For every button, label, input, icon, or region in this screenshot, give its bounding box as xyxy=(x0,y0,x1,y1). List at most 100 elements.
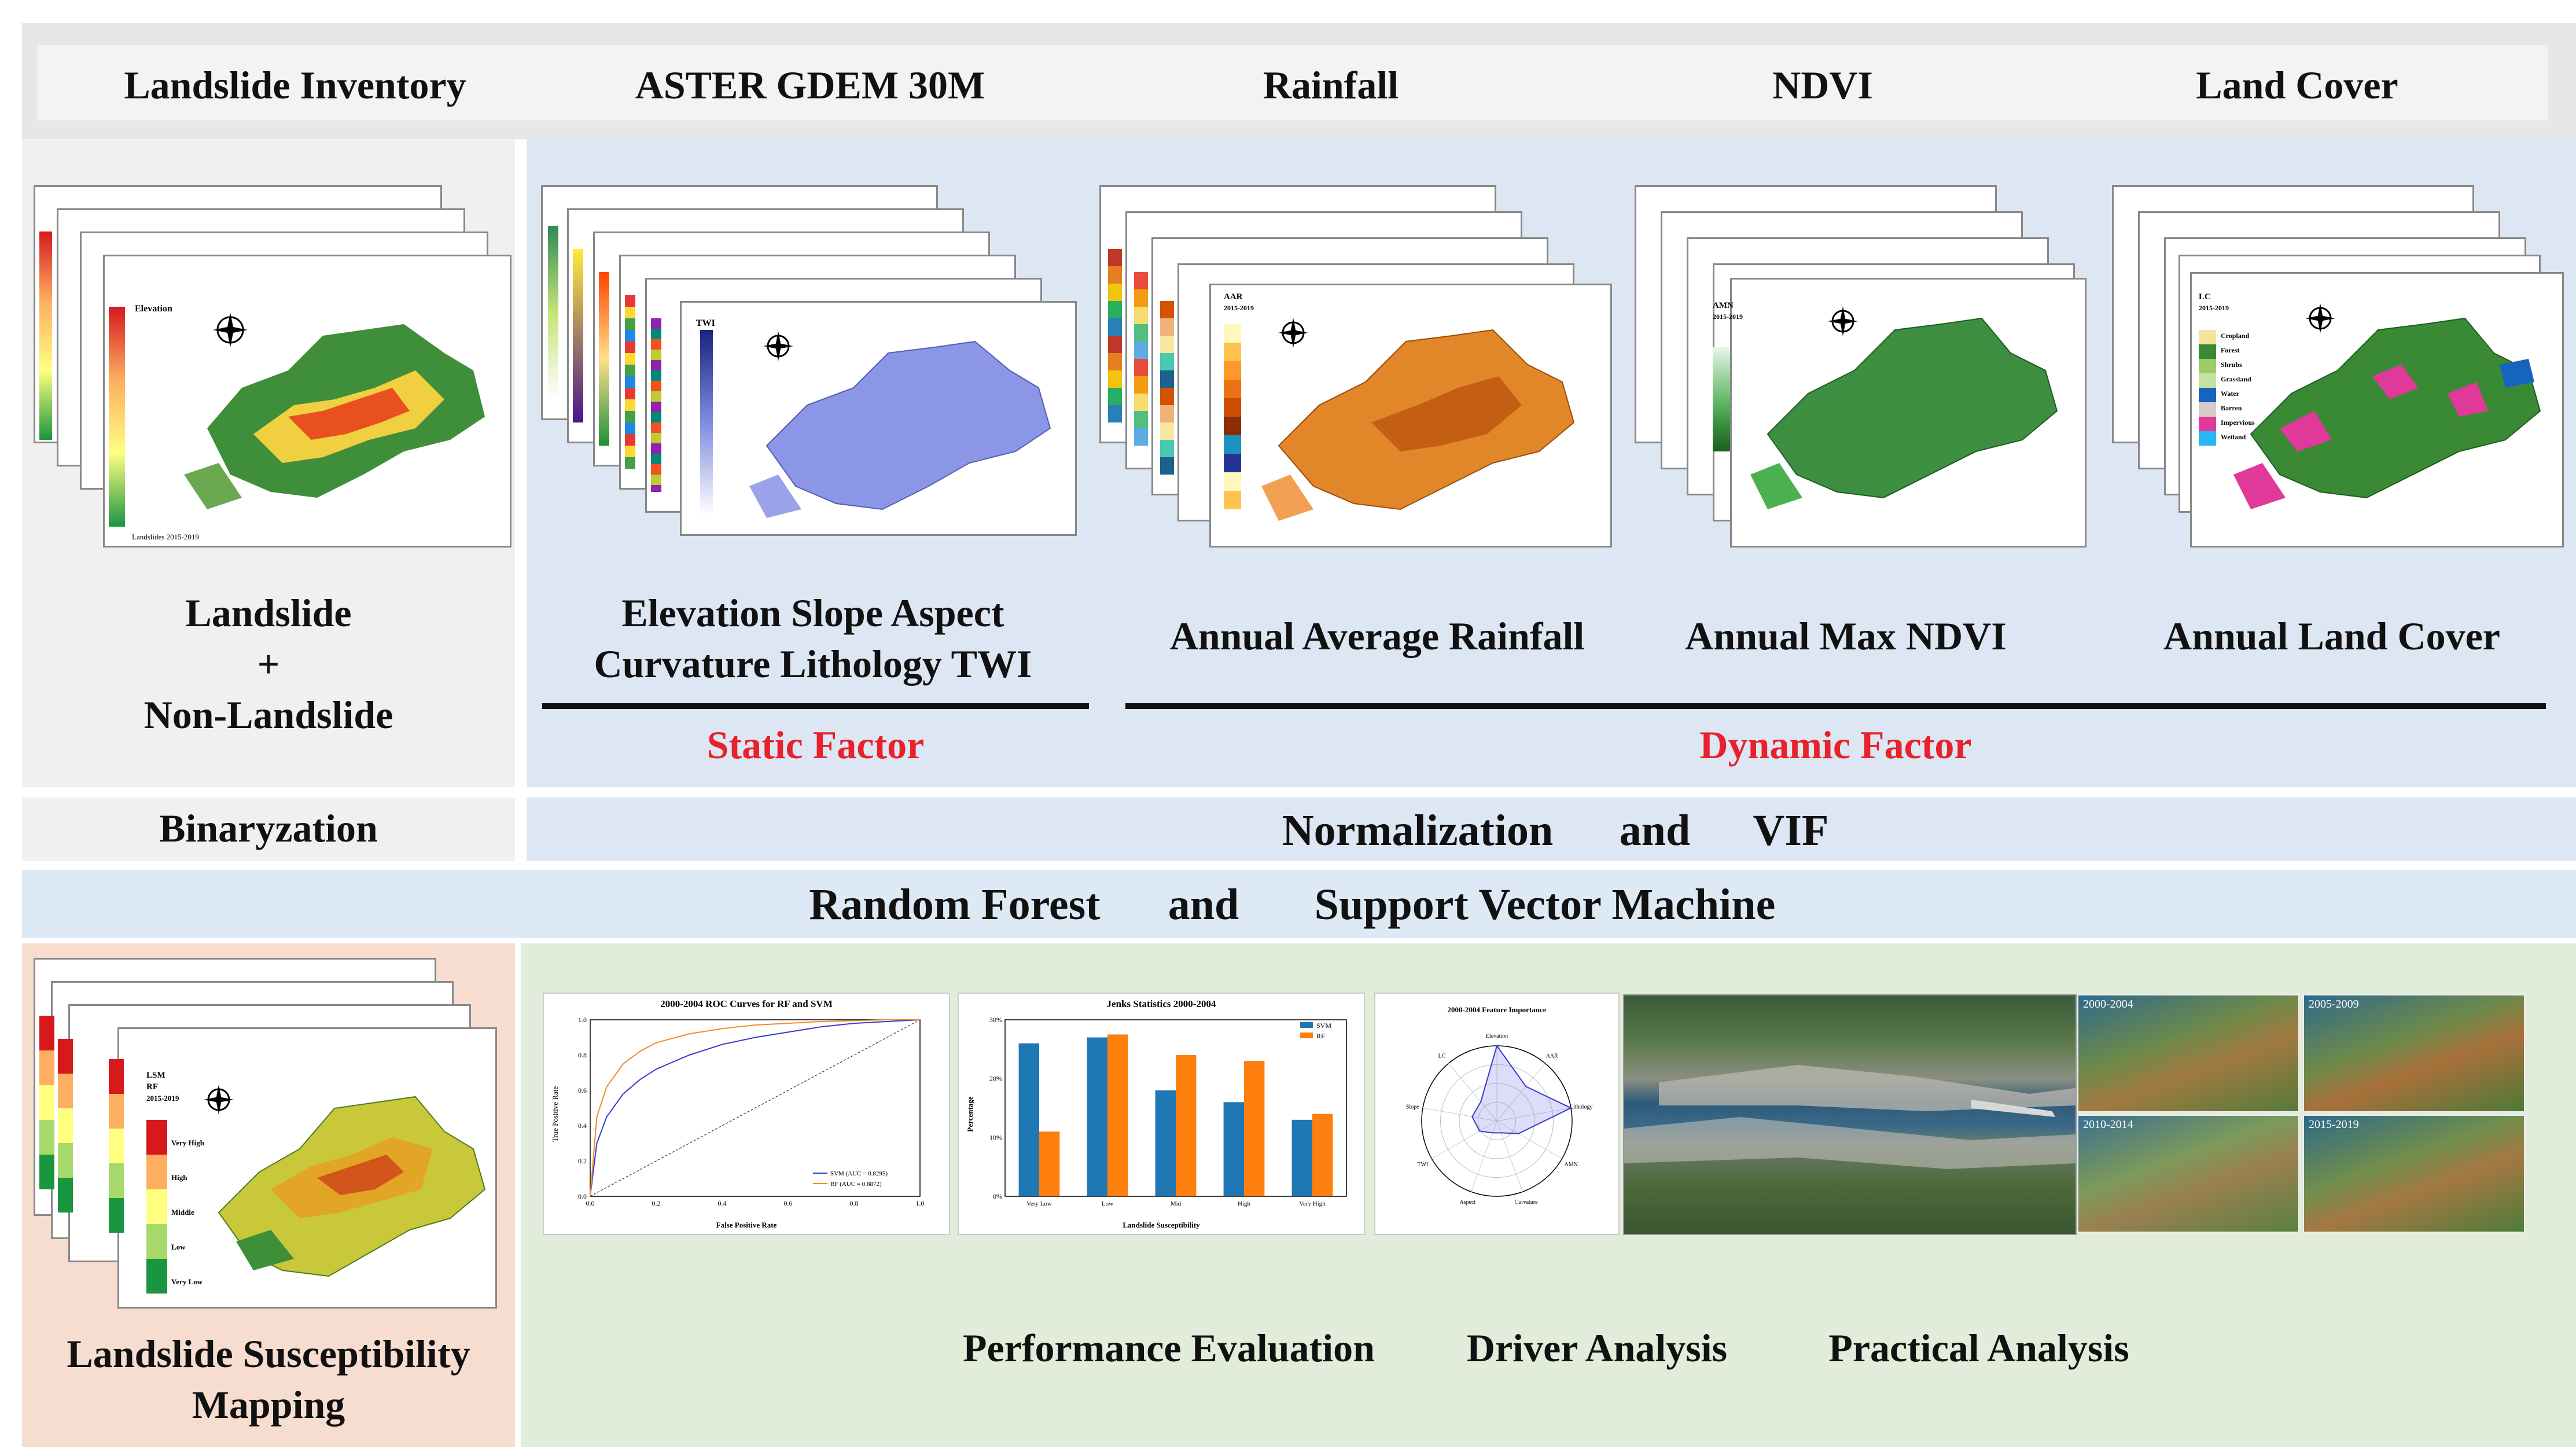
twi-legend-bar xyxy=(700,330,713,515)
roc-xtick-label: 0.0 xyxy=(586,1199,595,1207)
radar-spoke xyxy=(1431,1120,1497,1159)
lc-legend-title: LC xyxy=(2199,292,2211,302)
driver-analysis-label: Driver Analysis xyxy=(1466,1326,1728,1370)
inventory-nonlandslide-label: Non-Landslide xyxy=(143,693,393,737)
roc-ytick-label: 0.0 xyxy=(578,1192,587,1200)
roc-xtick-label: 0.4 xyxy=(718,1199,727,1207)
jenks-bar xyxy=(1312,1114,1333,1196)
jenks-category-label: High xyxy=(1238,1200,1251,1207)
jenks-bar xyxy=(1223,1102,1244,1196)
jenks-bar xyxy=(1107,1034,1128,1196)
legend-swatches xyxy=(1108,249,1122,422)
roc-plot: 0.00.0 0.2 0.2 0.4 0.4 0.6 0.6 0.8 0.8 1.0 1.0 SVM … xyxy=(578,1016,925,1207)
imagery-label-2005: 2005-2009 xyxy=(2309,998,2359,1011)
lsm-legend-labels: Very High High Middle Low Very Low xyxy=(171,1126,204,1299)
source-rainfall: Rainfall xyxy=(1263,63,1399,107)
lsm-legend-bar xyxy=(109,1059,124,1233)
jenks-bar xyxy=(1087,1037,1107,1196)
aar-legend-title: AAR xyxy=(1224,292,1243,302)
jenks-category-label: Very High xyxy=(1299,1200,1326,1207)
source-landslide-inventory: Landslide Inventory xyxy=(124,63,466,107)
lc-legend-swatches xyxy=(2199,330,2216,446)
roc-ytick-label: 0.6 xyxy=(578,1086,587,1094)
roc-ytick-label: 0.4 xyxy=(578,1122,587,1130)
dem-map-shape xyxy=(749,340,1051,518)
lc-class-impervious: Impervious xyxy=(2221,418,2255,427)
inventory-map-shape xyxy=(184,324,485,509)
lc-class-wetland: Wetland xyxy=(2221,433,2246,441)
header-inner xyxy=(37,45,2548,120)
compass-icon xyxy=(763,331,793,361)
jenks-ytick-label: 0% xyxy=(993,1192,1002,1200)
jenks-legend-swatch xyxy=(1300,1022,1313,1028)
imagery-tile xyxy=(2303,1115,2525,1233)
radar-axis-label: TWI xyxy=(1417,1162,1428,1168)
roc-title: 2000-2004 ROC Curves for RF and SVM xyxy=(660,998,833,1009)
lsm-legend-bar xyxy=(39,1016,54,1189)
random-forest-label: Random Forest xyxy=(809,880,1101,929)
inventory-map-stack: Elevation Landslides 2015-2019 xyxy=(34,185,511,556)
normalization-label: Normalization xyxy=(1282,806,1554,855)
radar-axis-label: Slope xyxy=(1406,1104,1419,1110)
radar-axis-label: Elevation xyxy=(1486,1033,1508,1039)
imagery-label-2015: 2015-2019 xyxy=(2309,1118,2359,1131)
compass-icon xyxy=(1278,318,1308,348)
lc-class-forest: Forest xyxy=(2221,346,2240,354)
performance-evaluation-label: Performance Evaluation xyxy=(963,1326,1375,1370)
roc-xtick-label: 0.8 xyxy=(850,1199,859,1207)
roc-chart-panel: 2000-2004 ROC Curves for RF and SVM True… xyxy=(543,993,950,1235)
jenks-bar xyxy=(1176,1055,1197,1196)
models-and-label: and xyxy=(1168,880,1239,929)
twi-legend-label: TWI xyxy=(696,318,715,328)
jenks-title: Jenks Statistics 2000-2004 xyxy=(1106,998,1216,1009)
jenks-plot: 0% 10% 20% 30% Very Low Low Mid High Very High SV… xyxy=(989,1016,1347,1207)
elevation-legend-bar xyxy=(109,307,125,527)
jenks-xlabel: Landslide Susceptibility xyxy=(1123,1221,1200,1229)
legend-bar xyxy=(573,249,583,422)
dynamic-divider xyxy=(1125,703,2546,709)
roc-legend-entry: SVM (AUC = 0.8295) xyxy=(830,1170,888,1177)
dynamic-factor-label: Dynamic Factor xyxy=(1699,723,1972,767)
radar-spoke xyxy=(1422,1107,1497,1122)
jenks-bar xyxy=(1039,1131,1060,1196)
ndvi-map-shape xyxy=(1750,317,2058,509)
jenks-category-label: Very Low xyxy=(1026,1200,1052,1207)
lsm-label-line1: Landslide Susceptibility xyxy=(67,1332,470,1376)
lc-class-barren: Barren xyxy=(2221,404,2242,412)
static-factors-line1: Elevation Slope Aspect xyxy=(621,591,1004,635)
compass-icon xyxy=(1828,306,1858,336)
compass-icon xyxy=(213,313,248,347)
svm-label: Support Vector Machine xyxy=(1314,880,1776,929)
radar-spoke xyxy=(1448,1063,1497,1122)
jenks-bar xyxy=(1155,1090,1176,1196)
lc-class-water: Water xyxy=(2221,390,2239,398)
lc-class-cropland: Cropland xyxy=(2221,332,2250,340)
binaryzation-label: Binaryzation xyxy=(159,806,378,850)
legend-swatches xyxy=(1160,301,1174,475)
dem-map-stack: TWI xyxy=(541,185,1077,536)
roc-ytick-label: 0.2 xyxy=(578,1157,587,1165)
jenks-ytick-label: 30% xyxy=(989,1016,1002,1024)
source-dem: ASTER GDEM 30M xyxy=(635,63,985,107)
jenks-bar xyxy=(1244,1061,1265,1196)
radar-title: 2000-2004 Feature Importance xyxy=(1447,1005,1547,1014)
radar-spoke xyxy=(1496,1063,1545,1122)
jenks-bar xyxy=(1018,1043,1039,1196)
legend-bar xyxy=(625,295,635,469)
roc-series-line xyxy=(590,1019,920,1197)
jenks-category-label: Mid xyxy=(1171,1200,1182,1207)
legend-bar xyxy=(548,226,558,399)
roc-xtick-label: 0.6 xyxy=(784,1199,793,1207)
landcover-map-stack: LC 2015-2019 Cropland Forest Shrubs Gras… xyxy=(2112,185,2569,548)
imagery-tile xyxy=(2077,994,2299,1112)
vif-label: VIF xyxy=(1753,806,1829,855)
city-texture xyxy=(1624,1065,2075,1169)
map-caption: Landslides 2015-2019 xyxy=(132,532,199,541)
roc-series-line xyxy=(590,1019,921,1197)
ndvi-map-stack: AMN 2015-2019 xyxy=(1635,185,2086,548)
radar-spoke xyxy=(1496,1107,1572,1122)
binary-panel xyxy=(22,798,515,861)
radar-axis-label: AAR xyxy=(1546,1053,1558,1060)
lsm-class-very-high: Very High xyxy=(171,1138,204,1147)
roc-ytick-label: 0.8 xyxy=(578,1051,587,1059)
